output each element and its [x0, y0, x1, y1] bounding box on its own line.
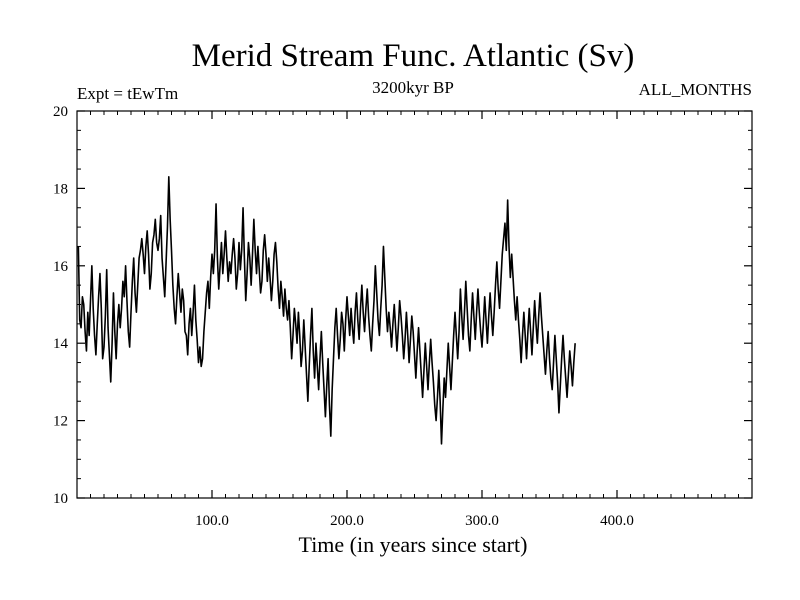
major-ticks	[77, 110, 752, 499]
x-tick-label: 400.0	[600, 513, 634, 529]
y-tick-label: 10	[53, 491, 68, 507]
y-tick-label: 12	[53, 414, 68, 430]
tick-labels: 100.0 200.0 300.0 400.0 10 12 14 16 18 20	[53, 104, 634, 529]
plot-frame	[76, 110, 753, 499]
minor-ticks	[77, 111, 752, 498]
x-tick-label: 100.0	[195, 513, 229, 529]
months-label: ALL_MONTHS	[639, 80, 752, 99]
experiment-label: Expt = tEwTm	[77, 84, 178, 103]
y-tick-label: 18	[53, 181, 68, 197]
x-tick-label: 300.0	[465, 513, 499, 529]
series-line	[77, 175, 576, 445]
y-tick-label: 16	[53, 259, 69, 275]
x-tick-label: 200.0	[330, 513, 364, 529]
x-axis-label: Time (in years since start)	[299, 532, 528, 557]
y-tick-label: 14	[53, 336, 69, 352]
series-layer	[77, 175, 576, 445]
y-tick-label: 20	[53, 104, 68, 120]
chart-title: Merid Stream Func. Atlantic (Sv)	[192, 38, 635, 74]
period-label: 3200kyr BP	[372, 78, 454, 97]
